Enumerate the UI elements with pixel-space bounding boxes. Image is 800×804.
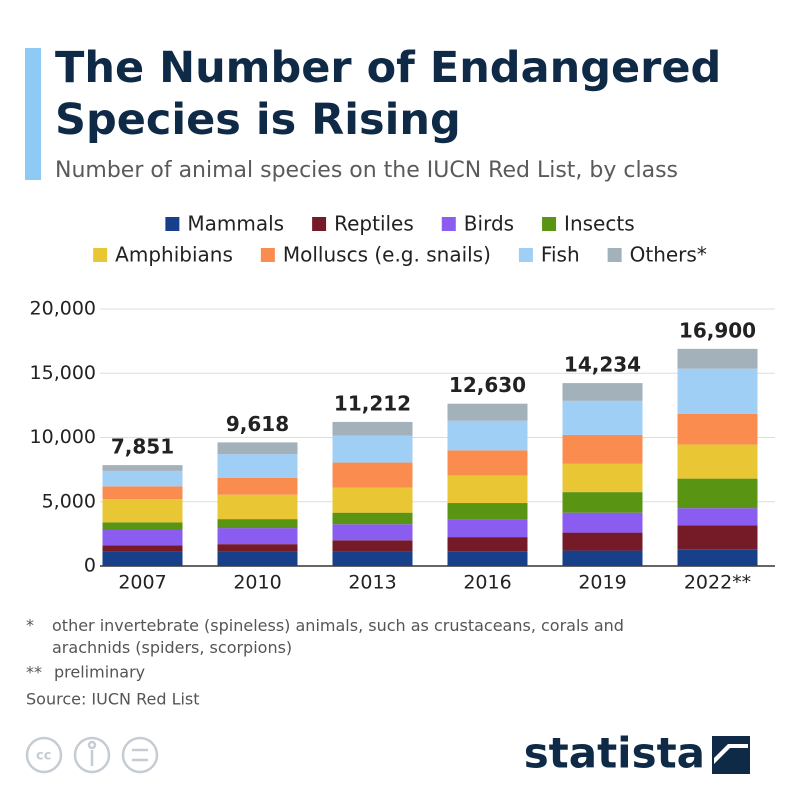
footnote-text: other invertebrate (spineless) animals, … [52,616,624,657]
y-tick-label: 15,000 [30,362,96,384]
x-tick-label: 2019 [578,572,626,594]
bar-segment [677,413,758,445]
footnote-mark: ** [26,663,42,682]
bar-segment [677,444,758,479]
bar-segment [447,403,528,421]
bar-segment [447,551,528,566]
bar-segment [217,544,298,552]
total-label: 9,618 [226,412,289,436]
bar-segment [102,551,183,566]
bar-segment [677,525,758,550]
bar-segment [102,530,183,546]
x-tick-label: 2016 [463,572,511,594]
x-tick-label: 2013 [348,572,396,594]
legend-swatch [260,248,275,262]
legend-row: Amphibians Molluscs (e.g. snails) Fish Othe… [93,243,707,267]
y-tick-label: 20,000 [30,298,96,320]
cc-icon: cc [36,749,51,764]
bar-segment [332,421,413,436]
footnote-text: preliminary [54,663,145,682]
bar-segment [677,508,758,526]
bar-segment [102,522,183,531]
total-label: 12,630 [449,373,526,397]
bar-segment [332,540,413,552]
bar-segment [102,465,183,471]
bar-segment [562,434,643,464]
bar-segment [217,477,298,495]
legend-label: Fish [541,243,580,267]
x-tick-label: 2007 [118,572,166,594]
bar-segment [102,486,183,500]
bar-segment [447,537,528,552]
bar-segment [102,545,183,552]
bar-segment [447,420,528,451]
total-label: 11,212 [334,391,411,415]
bar-segment [332,524,413,541]
legend-swatch [607,248,622,262]
total-label: 14,234 [564,353,641,377]
bar-segment [217,442,298,455]
chart-title: The Number of Endangered Species is Risin… [55,43,721,145]
title-accent [25,48,41,180]
bar-segment [447,519,528,538]
bar-segment [562,550,643,566]
legend-label: Others* [630,243,707,267]
y-tick-label: 0 [84,555,96,577]
bar-segment [332,462,413,488]
bar-segment [447,450,528,476]
legend-label: Insects [564,212,635,236]
bar-segment [562,492,643,513]
bar-segment [677,368,758,414]
legend-label: Reptiles [334,212,414,236]
bar-segment [102,470,183,487]
y-tick-label: 5,000 [42,490,96,512]
bar-segment [332,512,413,525]
bar-segment [332,551,413,566]
legend-label: Amphibians [115,243,233,267]
legend-swatch [518,248,533,262]
bar-segment [217,454,298,478]
bar-segment [677,549,758,566]
bar-segment [102,499,183,523]
bar-segment [332,435,413,463]
chart-subtitle: Number of animal species on the IUCN Red… [55,158,678,183]
legend-label: Birds [464,212,514,236]
legend-swatch [441,217,456,231]
footnote-mark: * [26,616,34,635]
total-label: 7,851 [111,435,174,459]
bar-segment [217,551,298,566]
bar-segment [217,494,298,520]
legend-swatch [542,217,557,231]
brand-logo [712,736,750,774]
x-tick-label: 2010 [233,572,281,594]
legend-label: Mammals [187,212,284,236]
total-label: 16,900 [679,318,756,342]
bar-segment [217,528,298,545]
source: Source: IUCN Red List [26,690,200,709]
bar-segment [447,503,528,520]
bar-segment [562,383,643,401]
bar-segment [562,463,643,493]
bar-segment [677,478,758,509]
y-tick-label: 10,000 [30,426,96,448]
license-icons [25,736,159,774]
brand: statista [524,729,705,778]
legend-label: Molluscs (e.g. snails) [283,243,491,267]
bar-segment [217,519,298,529]
legend-row: Mammals Reptiles Birds Insects [165,212,635,236]
bar-segment [562,400,643,435]
bar-segment [447,475,528,504]
x-tick-label: 2022** [684,572,751,594]
legend-swatch [312,217,327,231]
bar-segment [562,512,643,533]
bar-segment [562,532,643,551]
bar-segment [332,487,413,513]
bar-segment [677,348,758,369]
legend-swatch [93,248,108,262]
legend-swatch [165,217,180,231]
